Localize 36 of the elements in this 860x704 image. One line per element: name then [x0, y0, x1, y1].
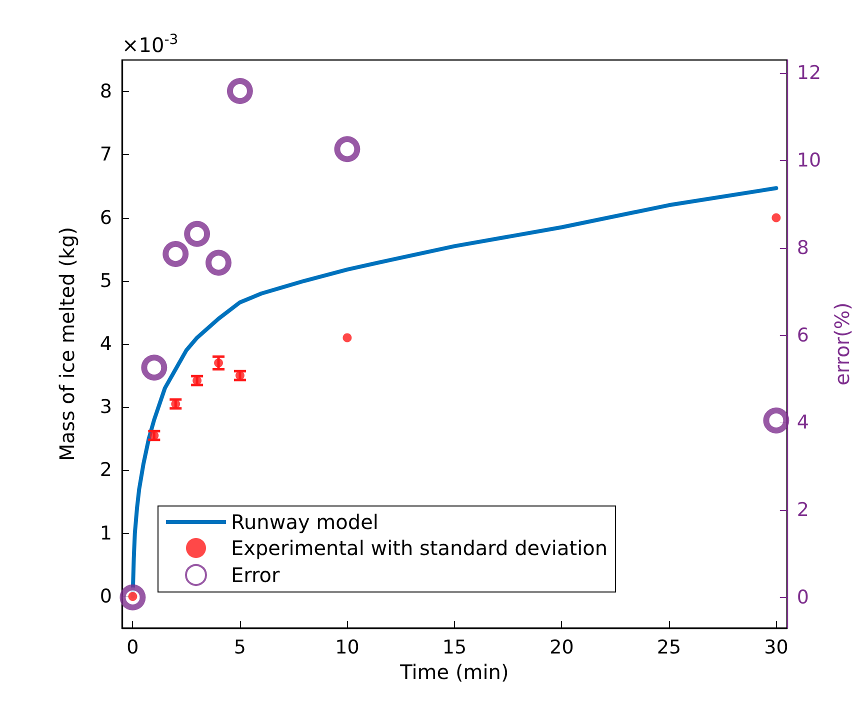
y2-tick-label: 12: [796, 62, 822, 84]
y2-tick-label: 6: [796, 324, 810, 346]
x-tick-label: 15: [442, 636, 467, 658]
y2-tick-label: 8: [796, 236, 810, 259]
y-tick-label: 1: [100, 522, 112, 544]
y-tick-label: 7: [100, 144, 112, 166]
y2-axis-title: error(%): [830, 302, 854, 386]
y-tick-label: 4: [100, 333, 112, 355]
point: [334, 136, 360, 162]
point: [184, 220, 210, 247]
y-tick-label: 3: [100, 396, 112, 418]
y-tick-label: 8: [100, 80, 112, 103]
point: [141, 354, 168, 381]
y-tick-label: 0: [100, 585, 112, 608]
legend-label: Error: [231, 563, 281, 587]
x-tick-label: 0: [126, 636, 139, 658]
y2-tick-label: 2: [796, 499, 810, 522]
point: [226, 78, 253, 104]
y-tick-label: 5: [100, 270, 112, 292]
x-axis-title: Time (min): [399, 660, 509, 684]
x-tick-label: 30: [764, 636, 788, 658]
point: [763, 407, 790, 434]
legend-label: Runway model: [231, 510, 378, 534]
y-axis-title: Mass of ice melted (kg): [55, 227, 79, 461]
y2-tick-label: 4: [796, 412, 810, 434]
point: [162, 241, 189, 267]
y-tick-label: 2: [100, 459, 112, 482]
x-tick-label: 20: [550, 636, 574, 658]
point: [206, 250, 232, 276]
legend-label: Experimental with standard deviation: [231, 536, 608, 560]
y2-tick-label: 0: [796, 586, 810, 608]
y-tick-label: 6: [100, 206, 112, 229]
x-tick-label: 25: [656, 636, 682, 658]
x-tick-label: 5: [234, 636, 246, 658]
x-tick-label: 10: [335, 636, 360, 658]
y2-tick-label: 10: [796, 149, 822, 172]
